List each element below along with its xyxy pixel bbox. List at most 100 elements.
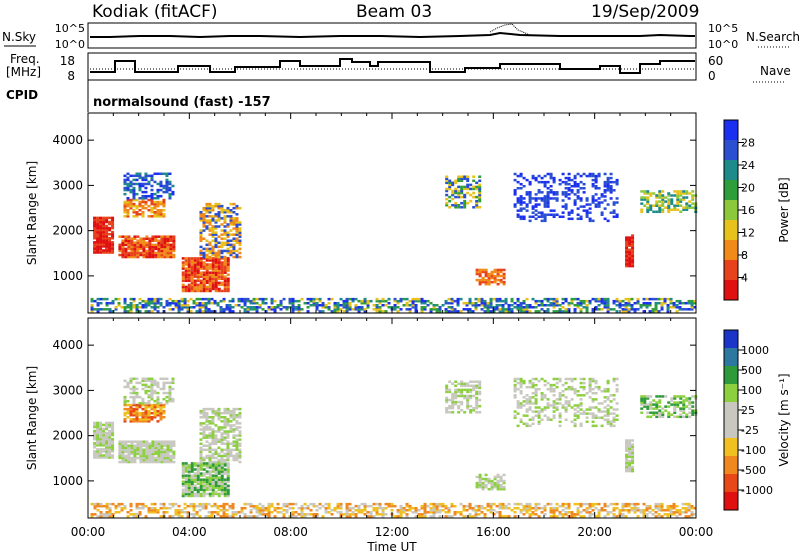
- range-cell: [667, 198, 671, 201]
- range-cell: [187, 466, 191, 469]
- range-cell: [214, 269, 218, 272]
- range-cell: [153, 172, 157, 176]
- range-cell: [171, 515, 175, 518]
- range-cell: [552, 299, 556, 303]
- range-cell: [232, 243, 236, 247]
- range-cell: [165, 184, 169, 188]
- range-cell: [111, 301, 115, 305]
- range-cell: [691, 206, 695, 209]
- range-cell: [144, 176, 148, 180]
- range-cell: [588, 217, 592, 221]
- range-cell: [138, 411, 142, 415]
- range-cell: [291, 502, 295, 506]
- range-cell: [448, 179, 452, 183]
- range-cell: [627, 511, 631, 514]
- range-cell: [202, 289, 206, 293]
- range-cell: [214, 464, 218, 467]
- range-cell: [190, 265, 194, 268]
- range-cell: [531, 511, 535, 514]
- range-cell: [226, 411, 230, 415]
- beam-title: Beam 03: [356, 2, 432, 22]
- range-cell: [150, 188, 154, 192]
- range-cell: [232, 448, 236, 452]
- range-cell: [120, 508, 124, 512]
- range-cell: [202, 287, 206, 291]
- range-cell: [202, 281, 206, 285]
- range-cell: [144, 301, 148, 305]
- range-cell: [466, 183, 470, 187]
- range-cell: [261, 504, 265, 508]
- range-cell: [220, 486, 224, 490]
- range-cell: [357, 511, 361, 514]
- range-cell: [579, 398, 583, 401]
- range-cell: [226, 458, 230, 462]
- range-cell: [205, 470, 209, 473]
- range-cell: [661, 204, 665, 207]
- range-cell: [264, 508, 268, 512]
- range-cell: [597, 303, 601, 307]
- range-cell: [426, 511, 430, 514]
- range-cell: [226, 265, 230, 268]
- range-cell: [672, 504, 676, 508]
- range-cell: [186, 504, 190, 508]
- range-cell: [663, 301, 667, 305]
- range-cell: [669, 506, 673, 510]
- range-cell: [198, 301, 202, 305]
- range-cell: [396, 515, 400, 518]
- range-cell: [147, 198, 151, 202]
- range-cell: [220, 271, 224, 274]
- range-cell: [187, 484, 191, 488]
- range-cell: [174, 508, 178, 512]
- range-cell: [502, 487, 506, 491]
- range-cell: [531, 396, 535, 399]
- range-cell: [138, 301, 142, 305]
- range-cell: [472, 206, 476, 209]
- range-cell: [199, 217, 203, 220]
- range-cell: [123, 215, 127, 218]
- range-cell: [136, 239, 140, 243]
- range-cell: [606, 301, 610, 305]
- range-cell: [150, 306, 154, 309]
- range-cell: [117, 297, 121, 301]
- range-cell: [249, 502, 253, 506]
- range-cell: [646, 210, 650, 214]
- range-cell: [153, 405, 157, 409]
- range-cell: [108, 448, 112, 451]
- range-cell: [132, 397, 136, 401]
- range-cell: [516, 381, 520, 385]
- range-cell: [502, 479, 506, 483]
- range-cell: [223, 464, 227, 467]
- range-cell: [528, 195, 532, 198]
- range-cell: [126, 381, 130, 385]
- range-cell: [591, 219, 595, 223]
- range-cell: [223, 259, 227, 262]
- range-cell: [184, 494, 188, 498]
- range-cell: [211, 438, 215, 441]
- range-cell: [564, 195, 568, 198]
- range-cell: [528, 418, 532, 421]
- range-cell: [643, 190, 647, 193]
- range-cell: [111, 222, 115, 226]
- range-cell: [169, 458, 173, 462]
- range-cell: [606, 418, 610, 421]
- range-cell: [111, 437, 115, 441]
- range-cell: [558, 215, 562, 219]
- range-cell: [654, 504, 658, 508]
- range-cell: [451, 203, 455, 207]
- range-cell: [136, 241, 140, 245]
- range-cell: [679, 407, 683, 410]
- range-cell: [594, 379, 598, 383]
- range-cell: [481, 477, 485, 481]
- range-cell: [202, 221, 206, 224]
- range-cell: [309, 513, 313, 516]
- range-cell: [129, 409, 133, 413]
- range-cell: [643, 401, 647, 404]
- range-cell: [420, 297, 424, 301]
- range-cell: [327, 502, 331, 506]
- range-cell: [552, 511, 556, 514]
- range-cell: [490, 270, 494, 274]
- range-cell: [460, 384, 464, 388]
- range-cell: [93, 425, 97, 429]
- range-cell: [96, 502, 100, 506]
- range-cell: [306, 506, 310, 510]
